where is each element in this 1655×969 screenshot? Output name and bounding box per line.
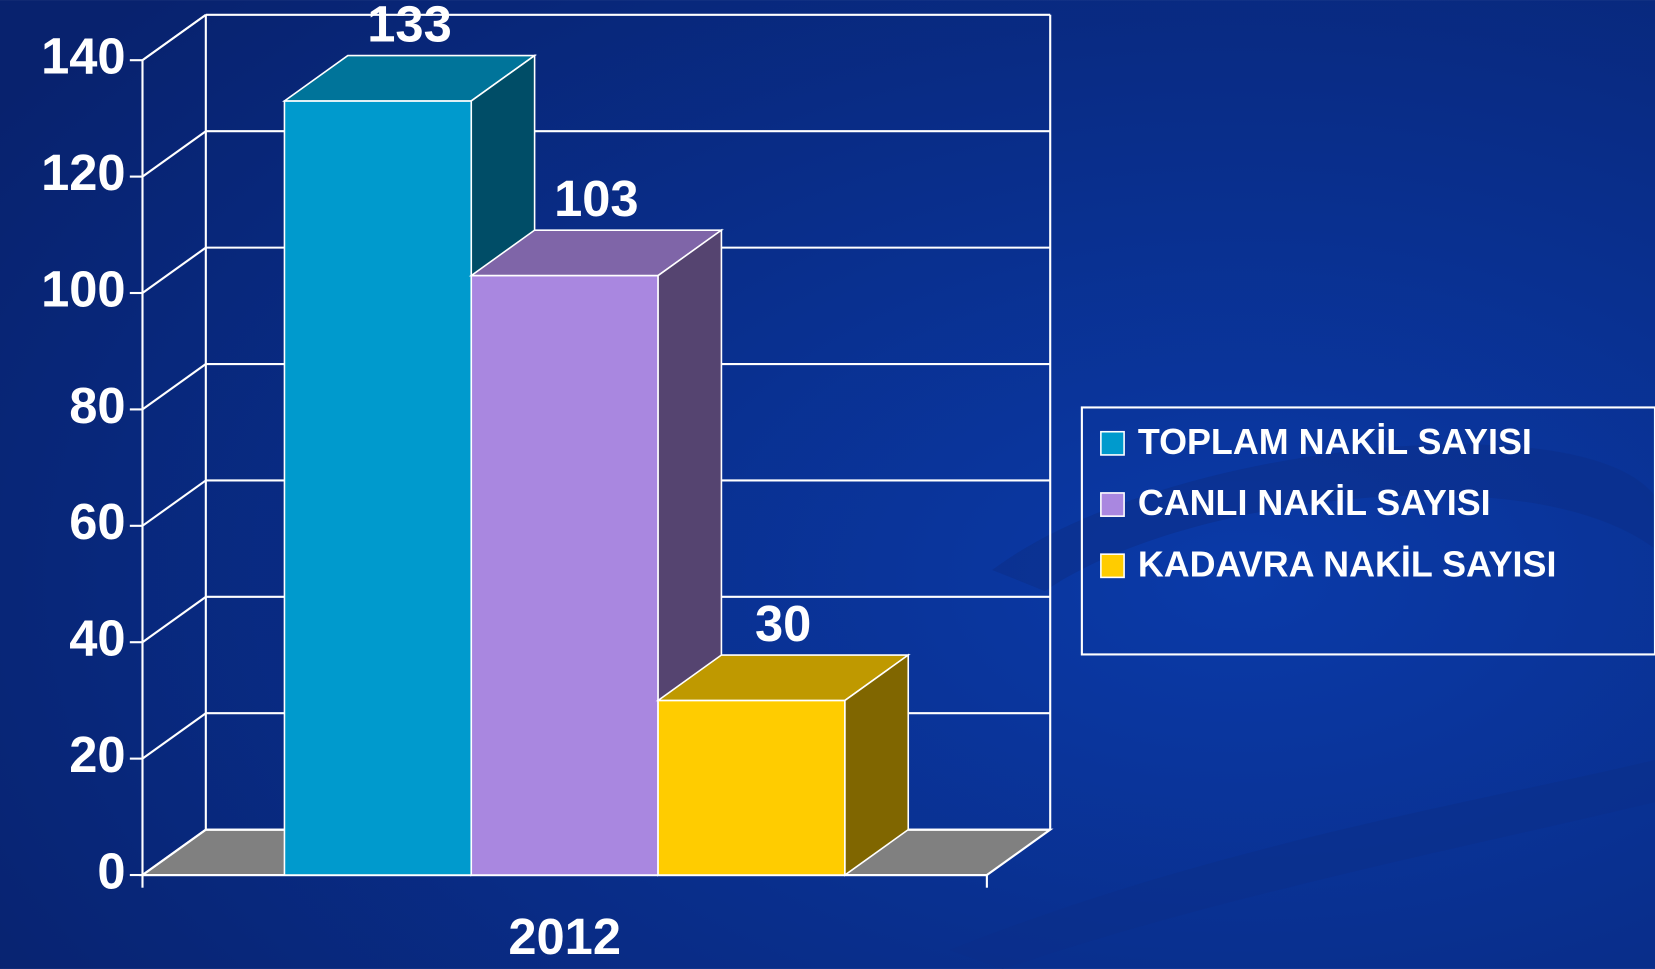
- y-tick-label: 40: [69, 610, 125, 667]
- bar: [657, 699, 846, 876]
- grid-line: [141, 712, 207, 760]
- legend-swatch: [1100, 492, 1125, 517]
- data-label: 133: [367, 0, 452, 52]
- grid-line: [141, 828, 207, 876]
- y-tick-label: 20: [69, 726, 125, 783]
- data-label: 103: [554, 170, 639, 227]
- legend-label: KADAVRA NAKİL SAYISI: [1138, 544, 1557, 584]
- grid-line: [141, 13, 207, 62]
- legend-swatch: [1100, 553, 1125, 579]
- legend: [1080, 406, 1655, 656]
- bar: [283, 100, 473, 876]
- x-tick-label: 2012: [508, 908, 621, 965]
- y-tick-label: 140: [41, 28, 126, 85]
- bar: [470, 274, 659, 876]
- decoration: [949, 759, 1655, 969]
- grid-line: [141, 130, 207, 178]
- legend-label: TOPLAM NAKİL SAYISI: [1138, 422, 1532, 462]
- y-tick-label: 60: [69, 493, 125, 550]
- grid-line: [141, 363, 207, 411]
- legend-label: CANLI NAKİL SAYISI: [1138, 483, 1491, 523]
- y-tick-label: 0: [97, 842, 125, 899]
- data-label: 30: [755, 595, 811, 652]
- grid-line: [141, 595, 207, 644]
- legend-swatch: [1100, 430, 1125, 456]
- y-tick-label: 100: [41, 260, 126, 317]
- grid-line: [141, 479, 207, 527]
- y-tick-label: 120: [41, 144, 126, 201]
- decoration: [992, 444, 1655, 592]
- y-tick-label: 80: [69, 377, 125, 434]
- bar-side: [844, 653, 910, 877]
- grid-line: [141, 246, 207, 294]
